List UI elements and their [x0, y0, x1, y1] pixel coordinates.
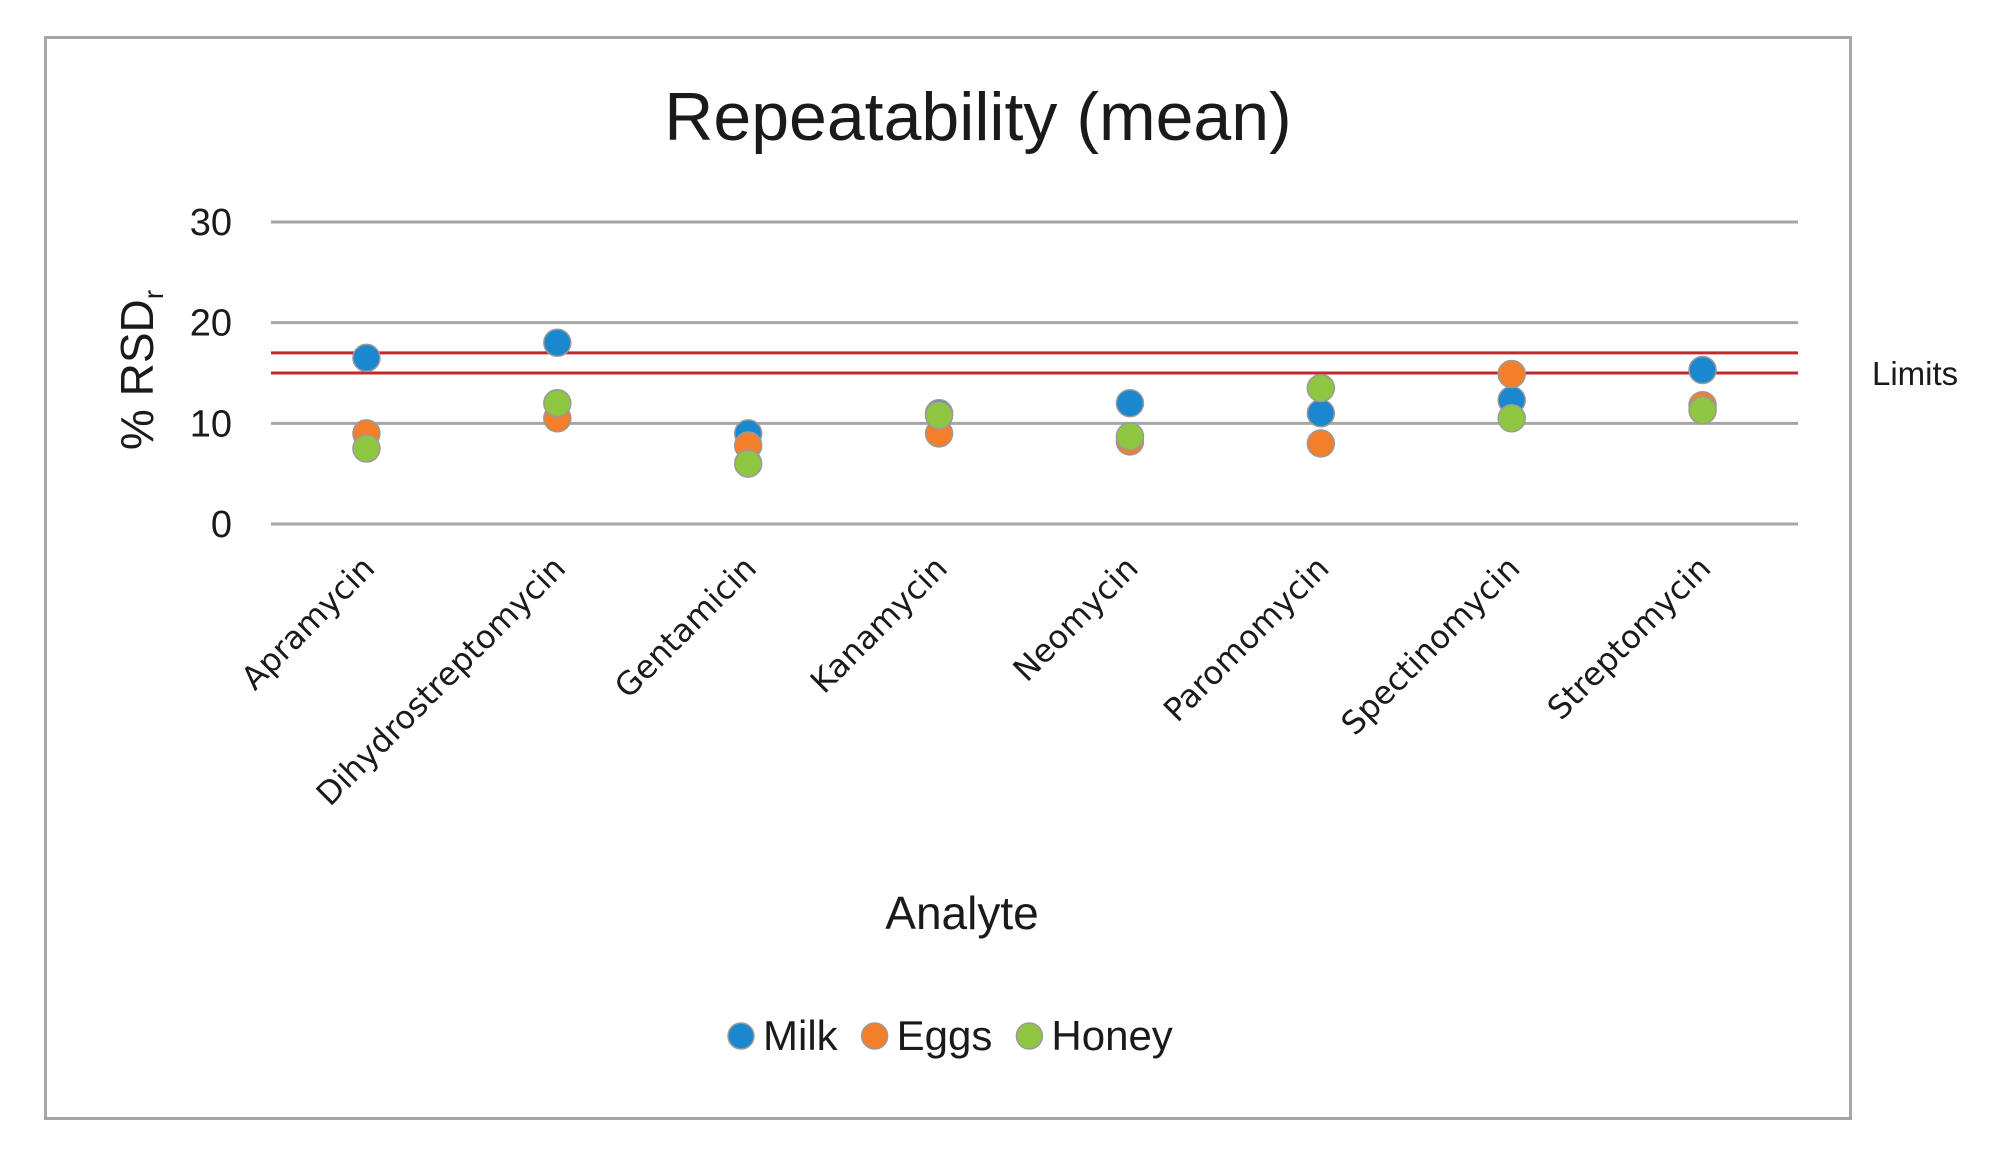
data-point-honey	[1688, 395, 1717, 425]
legend-marker-honey	[1015, 1022, 1044, 1050]
chart-frame	[44, 36, 1852, 1120]
x-tick-label: Gentamicin	[607, 549, 764, 706]
y-tick-label: 20	[190, 303, 232, 345]
y-tick-label: 0	[211, 504, 232, 546]
x-tick-label: Spectinomycin	[1334, 549, 1528, 743]
x-tick-label: Streptomycin	[1540, 549, 1718, 727]
data-point-honey	[1306, 373, 1336, 403]
x-tick-label: Kanamycin	[803, 549, 955, 701]
legend: Milk Eggs Honey	[727, 1012, 1173, 1059]
data-point-honey	[1115, 422, 1145, 451]
y-tick-label: 10	[190, 403, 232, 445]
legend-label-honey: Honey	[1051, 1012, 1172, 1059]
data-point-honey	[352, 434, 381, 463]
data-point-milk	[1306, 399, 1336, 428]
legend-marker-eggs	[860, 1022, 889, 1050]
y-axis-tick-labels: 0 10 20 30	[190, 202, 232, 546]
limit-lines	[271, 351, 1798, 375]
data-point-honey	[733, 449, 763, 478]
data-point-honey	[924, 401, 954, 430]
x-tick-label: Neomycin	[1006, 549, 1146, 689]
legend-label-eggs: Eggs	[897, 1012, 993, 1059]
data-point-milk	[1115, 388, 1145, 418]
data-point-eggs	[1497, 359, 1526, 389]
y-axis-title-subscript: r	[138, 290, 169, 299]
chart-title: Repeatability (mean)	[664, 79, 1291, 155]
y-tick-label: 30	[190, 202, 232, 244]
data-point-honey	[543, 388, 572, 418]
data-point-honey	[1497, 404, 1526, 433]
legend-marker-milk	[727, 1022, 755, 1050]
gridlines	[271, 220, 1798, 526]
data-point-milk	[1688, 355, 1717, 385]
data-points	[352, 328, 1717, 478]
data-point-milk	[543, 328, 572, 358]
data-point-milk	[352, 343, 381, 373]
y-axis-title: % RSDr	[111, 290, 169, 450]
limits-label: Limits	[1872, 355, 1958, 392]
data-point-eggs	[1306, 429, 1336, 458]
x-axis-title: Analyte	[885, 887, 1038, 939]
legend-label-milk: Milk	[763, 1012, 839, 1059]
x-tick-label: Paromomycin	[1156, 549, 1336, 729]
x-tick-label: Apramycin	[234, 549, 382, 697]
